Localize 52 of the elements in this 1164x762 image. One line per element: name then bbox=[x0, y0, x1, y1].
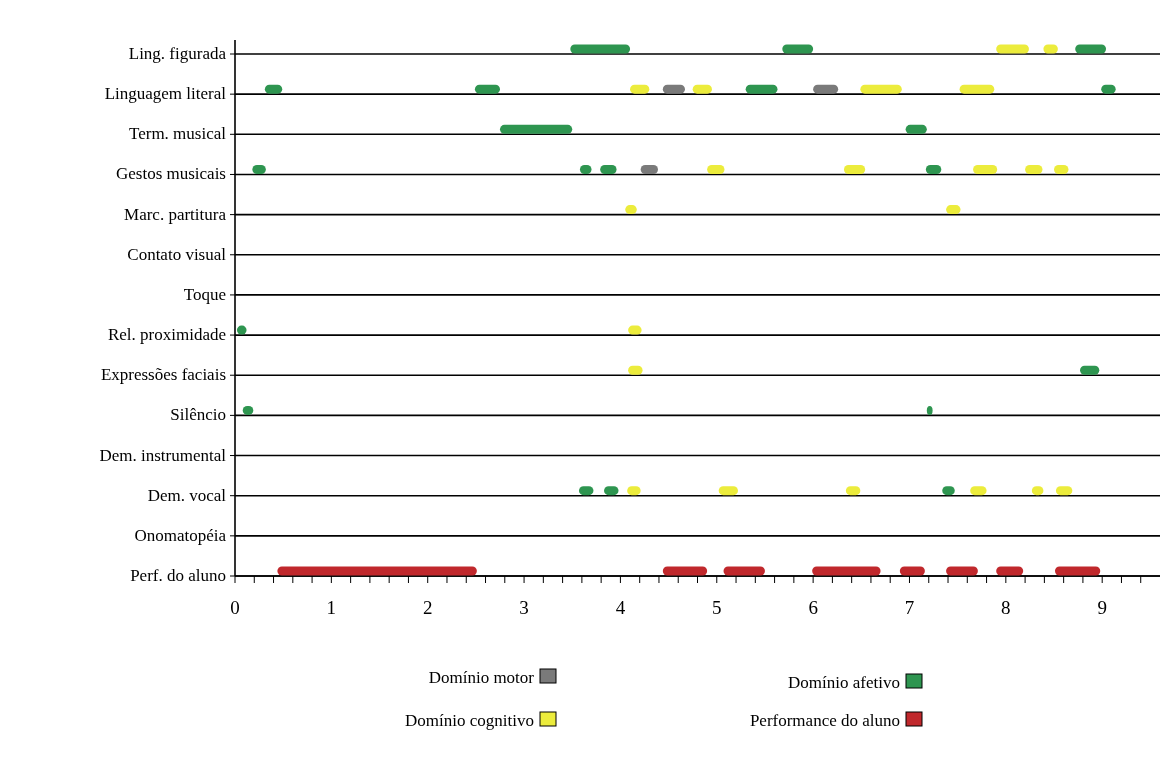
bar bbox=[277, 566, 477, 576]
y-tick-label: Toque bbox=[183, 284, 226, 304]
y-tick-label: Ling. figurada bbox=[128, 44, 227, 63]
bar bbox=[723, 566, 765, 576]
x-tick-label: 2 bbox=[422, 597, 433, 618]
legend-label: Performance do aluno bbox=[749, 711, 900, 730]
y-tick-label: Rel. proximidade bbox=[107, 325, 226, 345]
bar bbox=[662, 566, 708, 576]
y-tick-label: Linguagem literal bbox=[104, 84, 227, 104]
y-tick-label: Silêncio bbox=[170, 405, 226, 425]
bar bbox=[899, 566, 925, 576]
bar bbox=[782, 44, 814, 54]
bar bbox=[718, 486, 738, 496]
y-tick-label: Expressões faciais bbox=[100, 365, 226, 385]
bar bbox=[474, 84, 500, 94]
x-tick-label: 6 bbox=[808, 597, 818, 618]
bar bbox=[570, 44, 631, 54]
bar bbox=[745, 84, 778, 94]
legend-label: Domínio afetivo bbox=[788, 673, 900, 692]
bar bbox=[946, 566, 978, 576]
bar bbox=[1080, 365, 1100, 375]
x-tick-label: 3 bbox=[519, 597, 529, 618]
x-tick-label: 0 bbox=[230, 597, 240, 618]
x-tick-label: 9 bbox=[1097, 597, 1107, 618]
x-tick-label: 5 bbox=[712, 597, 722, 618]
bar bbox=[1054, 566, 1101, 576]
bar bbox=[812, 566, 881, 576]
y-tick-label: Dem. instrumental bbox=[99, 445, 227, 465]
bar bbox=[996, 44, 1029, 54]
legend-label: Domínio cognitivo bbox=[405, 711, 534, 730]
bar bbox=[1075, 44, 1107, 54]
bar bbox=[973, 164, 998, 174]
y-tick-label: Gestos musicais bbox=[115, 164, 226, 184]
x-tick-label: 1 bbox=[326, 597, 337, 618]
bar bbox=[813, 84, 839, 94]
bar bbox=[860, 84, 902, 94]
bar bbox=[843, 164, 866, 174]
bar bbox=[959, 84, 995, 94]
x-tick-label: 8 bbox=[1001, 597, 1011, 618]
bar bbox=[662, 84, 685, 94]
bar bbox=[905, 124, 927, 134]
y-tick-label: Contato visual bbox=[127, 244, 227, 264]
bar bbox=[996, 566, 1024, 576]
bar bbox=[499, 124, 573, 134]
y-tick-label: Onomatopéia bbox=[134, 525, 227, 545]
y-tick-label: Marc. partitura bbox=[124, 204, 227, 224]
y-tick-label: Dem. vocal bbox=[147, 485, 227, 505]
legend-label: Domínio motor bbox=[428, 668, 535, 687]
x-tick-label: 4 bbox=[615, 597, 626, 618]
y-tick-label: Term. musical bbox=[128, 124, 227, 144]
x-tick-label: 7 bbox=[904, 597, 915, 618]
y-tick-label: Perf. do aluno bbox=[130, 566, 226, 585]
